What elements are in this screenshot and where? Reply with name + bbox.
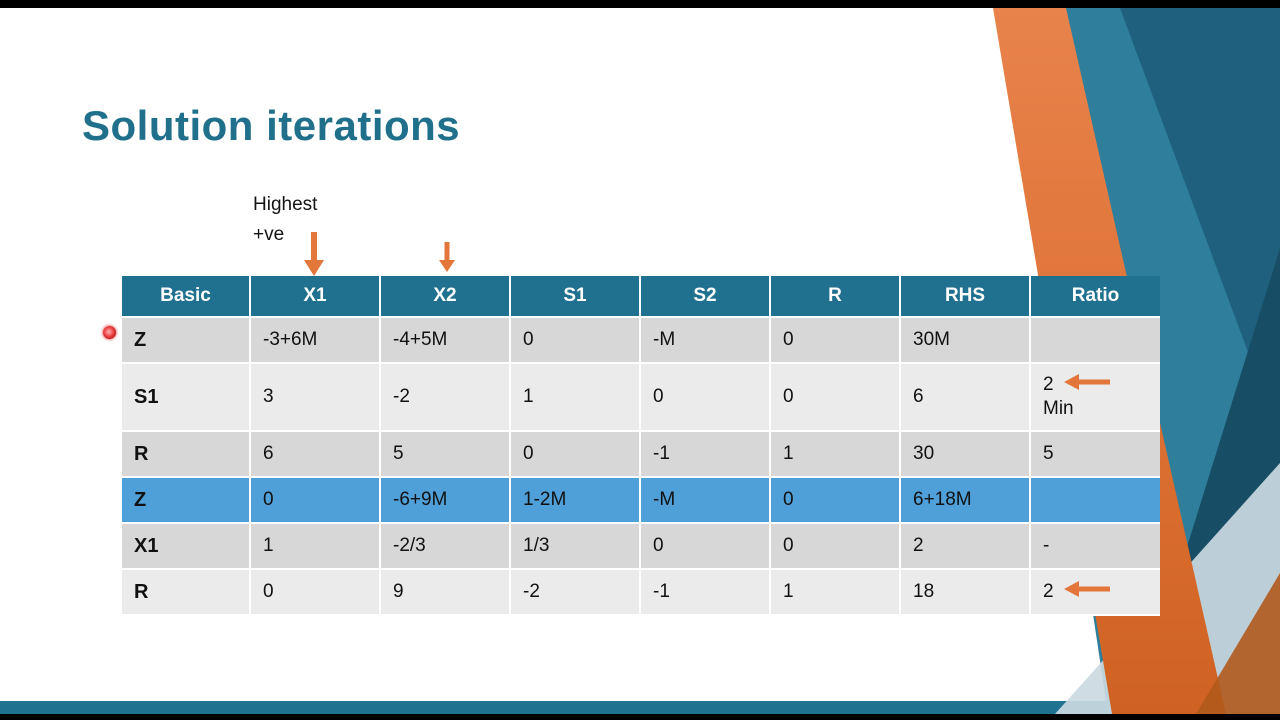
presentation-slide: Solution iterations Highest +ve Basic X1…: [0, 8, 1280, 714]
table-cell: 0: [250, 477, 381, 524]
column-header: S1: [510, 276, 641, 318]
table-row: X1 1 -2/3 1/3 0 0 2 -: [122, 523, 1160, 570]
table-cell: 0: [250, 569, 381, 616]
table-cell: 2: [900, 523, 1031, 570]
table-cell: -6+9M: [380, 477, 511, 524]
table-cell: 0: [510, 317, 641, 364]
table-row: R 6 5 0 -1 1 30 5: [122, 431, 1160, 478]
table-cell: 30: [900, 431, 1031, 478]
column-header: Basic: [122, 276, 251, 318]
table-cell: [1030, 477, 1160, 524]
table-cell: [1030, 317, 1160, 364]
row-label: Z: [122, 317, 251, 364]
row-label: Z: [122, 477, 251, 524]
left-arrow-icon: [1063, 374, 1110, 396]
ratio-value: 2: [1043, 581, 1054, 602]
table-cell: 18: [900, 569, 1031, 616]
table-cell: -3+6M: [250, 317, 381, 364]
table-cell: 0: [770, 477, 901, 524]
table-cell: 0: [770, 523, 901, 570]
laser-pointer-dot: [103, 326, 116, 339]
slide-bottom-bar: [0, 701, 1280, 714]
annotation-highest-positive: Highest +ve: [253, 194, 318, 245]
down-arrow-icon: [304, 232, 324, 281]
ratio-value: 2: [1043, 374, 1054, 395]
table-cell: 1: [770, 569, 901, 616]
table-cell: -1: [640, 569, 771, 616]
table-cell: 0: [640, 363, 771, 432]
table-cell: 1-2M: [510, 477, 641, 524]
table-row: S1 3 -2 1 0 0 6 2: [122, 363, 1160, 432]
table-cell: -M: [640, 317, 771, 364]
table-cell: -2: [380, 363, 511, 432]
table-cell: 9: [380, 569, 511, 616]
table-cell: 3: [250, 363, 381, 432]
table-row: Z -3+6M -4+5M 0 -M 0 30M: [122, 317, 1160, 364]
row-label: R: [122, 569, 251, 616]
table-cell: 6: [250, 431, 381, 478]
table-cell: 0: [770, 363, 901, 432]
table-cell: 0: [510, 431, 641, 478]
column-header: RHS: [900, 276, 1031, 318]
table-cell: 1/3: [510, 523, 641, 570]
column-header: R: [770, 276, 901, 318]
table-cell: 1: [770, 431, 901, 478]
column-header: X2: [380, 276, 511, 318]
table-row-highlighted: Z 0 -6+9M 1-2M -M 0 6+18M: [122, 477, 1160, 524]
table-cell: 1: [250, 523, 381, 570]
table-row: R 0 9 -2 -1 1 18 2: [122, 569, 1160, 616]
column-header: X1: [250, 276, 381, 318]
table-cell: -1: [640, 431, 771, 478]
row-label: R: [122, 431, 251, 478]
row-label: X1: [122, 523, 251, 570]
ratio-note: Min: [1043, 398, 1074, 419]
table-header-row: Basic X1 X2 S1 S2 R RHS Ratio: [122, 276, 1160, 318]
table-cell: -2/3: [380, 523, 511, 570]
down-arrow-icon: [439, 242, 455, 277]
table-cell: -: [1030, 523, 1160, 570]
table-cell: 5: [380, 431, 511, 478]
table-cell: -2: [510, 569, 641, 616]
table-cell: 6: [900, 363, 1031, 432]
table-cell: -M: [640, 477, 771, 524]
table-cell: 2 Min: [1030, 363, 1160, 432]
table-cell: 0: [770, 317, 901, 364]
column-header: S2: [640, 276, 771, 318]
page-title: Solution iterations: [82, 102, 461, 150]
letterbox-bottom: [0, 714, 1280, 720]
left-arrow-icon: [1063, 581, 1110, 603]
table-cell: -4+5M: [380, 317, 511, 364]
table-cell: 5: [1030, 431, 1160, 478]
table-cell: 0: [640, 523, 771, 570]
table-cell: 1: [510, 363, 641, 432]
table-cell: 2: [1030, 569, 1160, 616]
table-cell: 30M: [900, 317, 1031, 364]
letterbox-top: [0, 0, 1280, 8]
row-label: S1: [122, 363, 251, 432]
table-cell: 6+18M: [900, 477, 1031, 524]
simplex-table: Basic X1 X2 S1 S2 R RHS Ratio Z -3+6M -4…: [122, 276, 1160, 616]
column-header: Ratio: [1030, 276, 1160, 318]
